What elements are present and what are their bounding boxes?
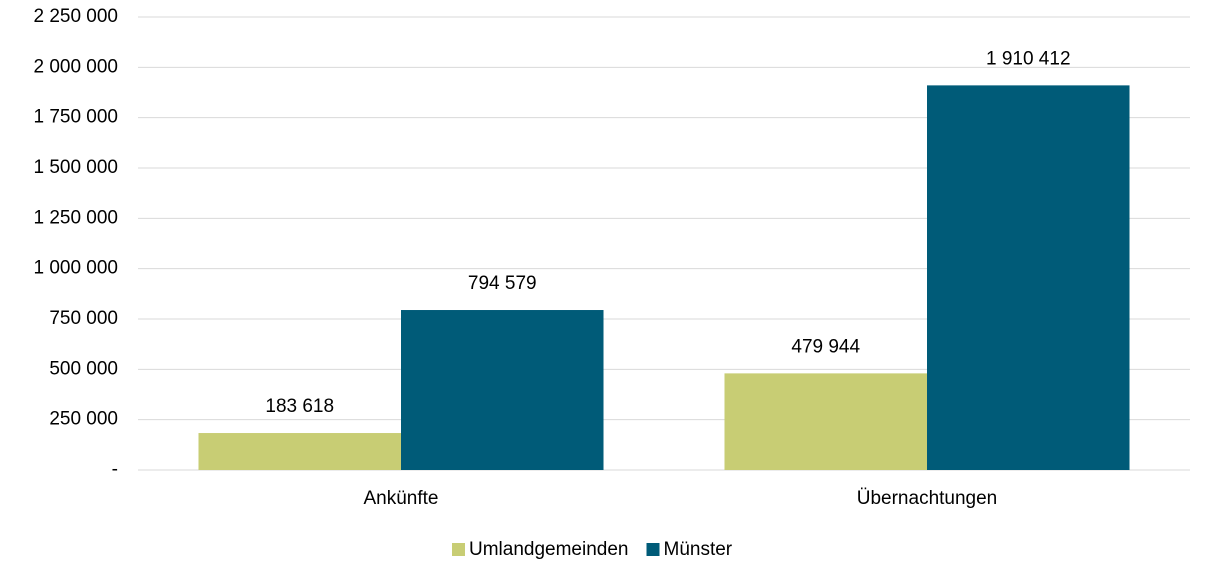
x-tick-label: Ankünfte xyxy=(364,488,439,509)
legend-label: Münster xyxy=(664,539,733,560)
bar xyxy=(198,433,401,470)
y-tick-label: 2 000 000 xyxy=(33,56,118,77)
y-tick-label: 250 000 xyxy=(49,409,118,430)
data-label: 794 579 xyxy=(468,273,537,294)
y-tick-label: 2 250 000 xyxy=(33,6,118,27)
y-tick-label: - xyxy=(112,459,118,480)
legend-swatch xyxy=(452,543,465,556)
bar xyxy=(401,310,604,470)
y-tick-label: 750 000 xyxy=(49,308,118,329)
data-label: 183 618 xyxy=(265,396,334,417)
bar xyxy=(927,85,1130,470)
x-tick-label: Übernachtungen xyxy=(857,488,998,509)
y-tick-label: 1 500 000 xyxy=(33,157,118,178)
y-tick-label: 1 250 000 xyxy=(33,207,118,228)
legend-swatch xyxy=(646,543,660,556)
data-label: 1 910 412 xyxy=(986,48,1071,69)
y-tick-label: 1 000 000 xyxy=(33,258,118,279)
y-tick-label: 500 000 xyxy=(49,358,118,379)
data-label: 479 944 xyxy=(791,336,860,357)
bar xyxy=(724,373,927,470)
y-tick-label: 1 750 000 xyxy=(33,107,118,128)
legend-label: Umlandgemeinden xyxy=(469,539,629,560)
